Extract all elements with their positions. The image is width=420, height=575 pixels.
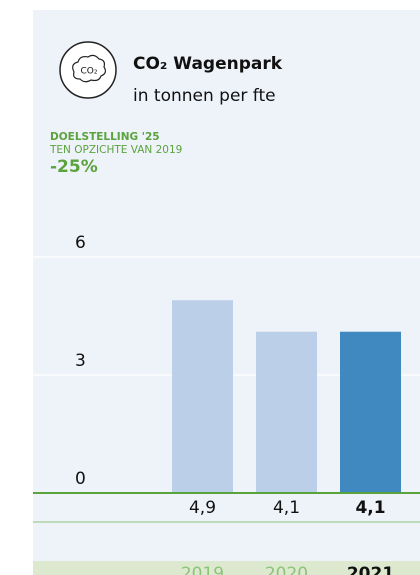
- bar: [340, 331, 401, 493]
- bar: [256, 331, 317, 493]
- target-value: -25%: [50, 157, 98, 177]
- x-tick-label: 2020: [265, 564, 308, 575]
- chart-subtitle: in tonnen per fte: [133, 86, 276, 106]
- value-label: 4,1: [355, 498, 385, 518]
- icon: [59, 41, 117, 99]
- x-tick-label: 2021: [347, 564, 394, 575]
- target-sublabel: TEN OPZICHTE VAN 2019: [49, 144, 182, 156]
- icon-cloud: [72, 54, 107, 83]
- bar: [172, 300, 233, 493]
- x-tick-label: 2019: [181, 564, 224, 575]
- value-label: 4,1: [273, 498, 300, 518]
- value-label: 4,9: [189, 498, 216, 518]
- y-tick-label: 0: [75, 469, 86, 489]
- target-label: DOELSTELLING '25: [50, 131, 160, 143]
- y-tick-label: 3: [75, 351, 86, 371]
- icon-label: CO₂: [81, 67, 98, 77]
- chart-title: CO₂ Wagenpark: [133, 54, 283, 74]
- year-band: [33, 561, 420, 575]
- y-tick-label: 6: [75, 233, 86, 253]
